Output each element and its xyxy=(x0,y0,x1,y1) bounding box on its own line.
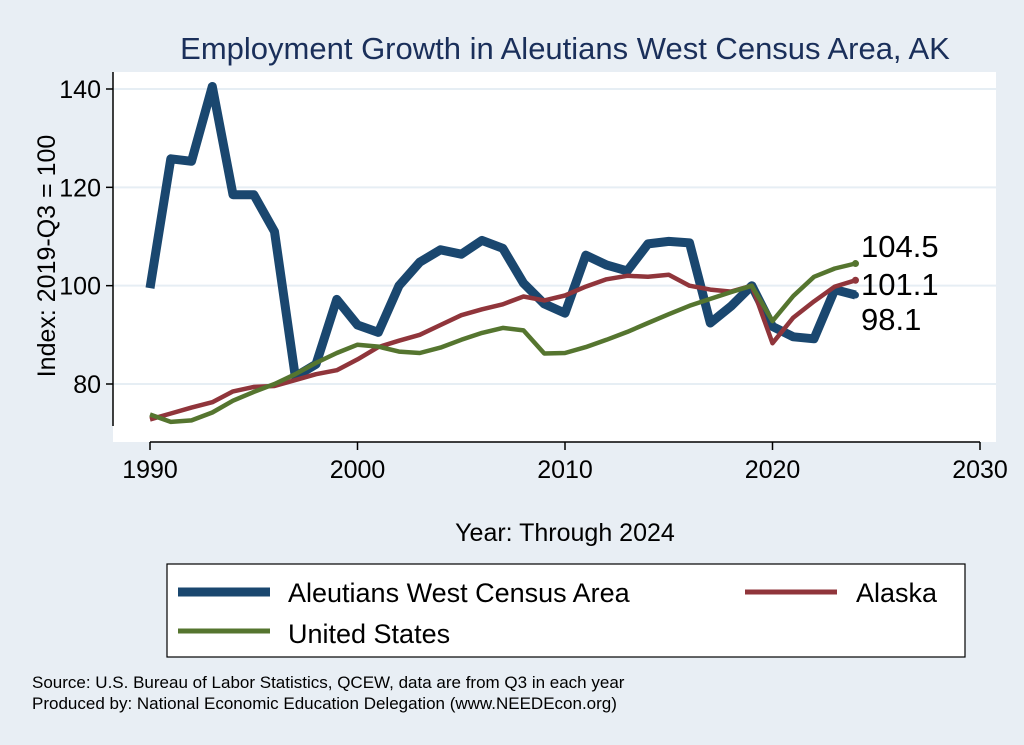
end-point-united-states xyxy=(852,260,859,268)
end-label-aleutians-west: 98.1 xyxy=(861,302,921,337)
y-tick-label: 100 xyxy=(59,273,101,301)
legend-label-united-states: United States xyxy=(288,619,450,649)
chart-title: Employment Growth in Aleutians West Cens… xyxy=(180,31,950,66)
x-axis-title: Year: Through 2024 xyxy=(455,519,675,547)
y-axis-title: Index: 2019-Q3 = 100 xyxy=(33,135,61,378)
series-lines xyxy=(145,82,857,425)
x-tick-label: 2020 xyxy=(745,456,801,484)
legend: Aleutians West Census Area Alaska United… xyxy=(166,563,966,658)
legend-label-aleutians-west: Aleutians West Census Area xyxy=(288,578,631,608)
plot-area xyxy=(113,72,996,442)
end-point-aleutians-west xyxy=(852,291,859,299)
end-label-united-states: 104.5 xyxy=(861,229,939,264)
series-line-aleutians-west xyxy=(145,82,857,382)
series-line-united-states xyxy=(149,261,857,425)
x-tick-label: 1990 xyxy=(122,456,178,484)
x-axis-ticks: 1990 2000 2010 2020 2030 xyxy=(122,442,1008,484)
producer-note: Produced by: National Economic Education… xyxy=(32,694,617,713)
source-note: Source: U.S. Bureau of Labor Statistics,… xyxy=(32,673,625,692)
end-point-alaska xyxy=(852,276,859,284)
y-tick-label: 140 xyxy=(59,76,101,104)
y-tick-label: 120 xyxy=(59,174,101,202)
legend-box xyxy=(166,563,966,658)
legend-label-alaska: Alaska xyxy=(856,578,938,608)
x-tick-label: 2030 xyxy=(952,456,1008,484)
y-axis-ticks: 80 100 120 140 xyxy=(59,76,113,399)
y-tick-label: 80 xyxy=(73,371,101,399)
x-tick-label: 2010 xyxy=(537,456,593,484)
x-tick-label: 2000 xyxy=(330,456,386,484)
end-label-alaska: 101.1 xyxy=(861,267,939,302)
gridlines xyxy=(113,88,996,385)
